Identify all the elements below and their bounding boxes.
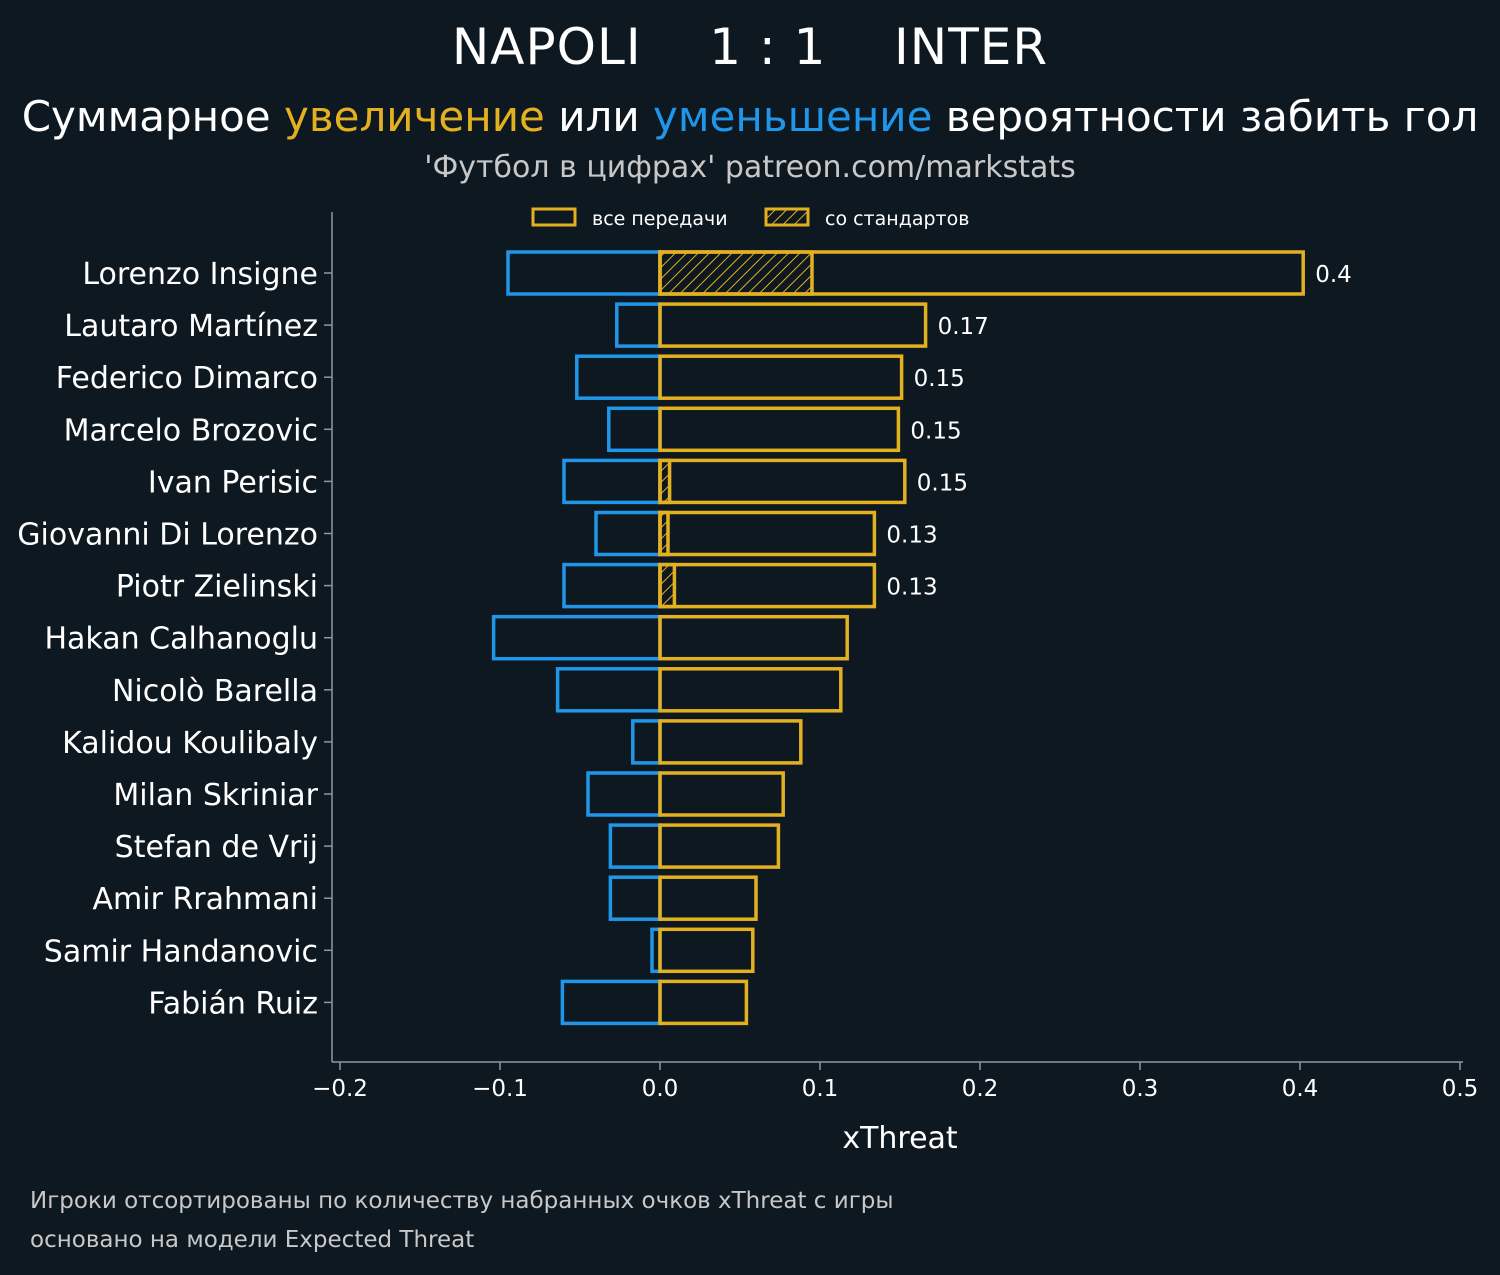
bar-decrease	[555, 667, 662, 713]
bar-increase	[658, 250, 1305, 296]
score: 1 : 1	[709, 18, 827, 76]
footnote-sorting: Игроки отсортированы по количеству набра…	[30, 1188, 894, 1214]
legend-label-set-pieces: со стандартов	[825, 208, 969, 230]
bar-decrease	[575, 354, 662, 400]
footnote-model: основано на модели Expected Threat	[30, 1227, 475, 1253]
subtitle-part-1: Суммарное	[21, 92, 284, 141]
subtitle-part-3: вероятности забить гол	[932, 92, 1479, 141]
x-tick-label: 0.3	[1122, 1076, 1159, 1102]
bar-decrease	[506, 250, 662, 296]
bar-increase	[658, 771, 785, 817]
value-label: 0.4	[1315, 262, 1352, 288]
bar-increase	[658, 458, 907, 505]
x-tick-label: 0.4	[1282, 1076, 1319, 1102]
chart-subtitle: Суммарное увеличение или уменьшение веро…	[0, 92, 1500, 141]
player-label: Stefan de Vrij	[115, 830, 318, 865]
player-label: Hakan Calhanoglu	[44, 622, 318, 657]
bar-decrease	[631, 719, 662, 765]
bar-increase	[658, 667, 843, 713]
subtitle-increase: увеличение	[284, 92, 545, 141]
bar-decrease	[562, 458, 662, 505]
chart-title: NAPOLI 1 : 1 INTER	[0, 18, 1500, 76]
bar-increase	[658, 927, 755, 974]
bar-decrease	[594, 510, 662, 557]
player-label: Federico Dimarco	[56, 361, 318, 396]
player-label: Samir Handanovic	[44, 934, 318, 969]
bar-increase	[658, 562, 877, 609]
bar-increase	[658, 302, 928, 348]
player-label: Amir Rrahmani	[93, 882, 318, 917]
bar-set-piece	[658, 250, 814, 296]
credit-line: 'Футбол в цифрах' patreon.com/markstats	[424, 150, 1076, 185]
bar-decrease	[586, 771, 662, 817]
home-team: NAPOLI	[451, 18, 642, 76]
value-label: 0.15	[914, 366, 965, 392]
bar-increase	[658, 875, 758, 921]
x-axis-label: xThreat	[842, 1121, 958, 1156]
value-label: 0.13	[886, 523, 937, 549]
bar-increase	[658, 719, 803, 765]
bar-decrease	[560, 979, 662, 1026]
bar-increase	[658, 406, 901, 453]
value-label: 0.17	[938, 314, 989, 340]
bar-decrease	[562, 562, 662, 609]
bar-decrease	[608, 875, 662, 921]
x-tick-label: −0.2	[312, 1076, 368, 1102]
away-team: INTER	[894, 18, 1049, 76]
player-label: Giovanni Di Lorenzo	[17, 518, 318, 553]
bar-decrease	[615, 302, 662, 348]
bar-increase	[658, 354, 904, 400]
player-label: Fabián Ruiz	[148, 986, 318, 1021]
x-tick-label: 0.0	[642, 1076, 679, 1102]
player-label: Milan Skriniar	[113, 778, 318, 813]
x-tick-label: −0.1	[472, 1076, 528, 1102]
player-label: Piotr Zielinski	[116, 570, 318, 605]
bar-increase	[658, 614, 849, 661]
value-label: 0.15	[910, 418, 961, 444]
value-label: 0.15	[917, 470, 968, 496]
bar-decrease	[491, 614, 662, 661]
x-tick-label: 0.5	[1442, 1076, 1479, 1102]
player-label: Lorenzo Insigne	[82, 257, 318, 292]
bar-decrease	[608, 823, 662, 869]
legend-swatch-set-pieces	[764, 207, 810, 227]
legend-label-all-passes: все передачи	[592, 208, 728, 230]
legend-swatch-all-passes	[531, 207, 577, 227]
bar-increase	[658, 979, 749, 1026]
x-tick-label: 0.1	[802, 1076, 839, 1102]
player-label: Nicolò Barella	[112, 674, 318, 709]
subtitle-part-2: или	[544, 92, 653, 141]
bar-increase	[658, 823, 781, 869]
player-label: Marcelo Brozovic	[64, 413, 318, 448]
player-label: Lautaro Martínez	[64, 309, 318, 344]
subtitle-decrease: уменьшение	[652, 92, 933, 141]
player-label: Kalidou Koulibaly	[62, 726, 318, 761]
player-label: Ivan Perisic	[148, 465, 318, 500]
bar-set-piece	[658, 562, 677, 609]
value-label: 0.13	[886, 575, 937, 601]
bar-increase	[658, 510, 877, 557]
bar-decrease	[607, 406, 662, 453]
x-tick-label: 0.2	[962, 1076, 999, 1102]
